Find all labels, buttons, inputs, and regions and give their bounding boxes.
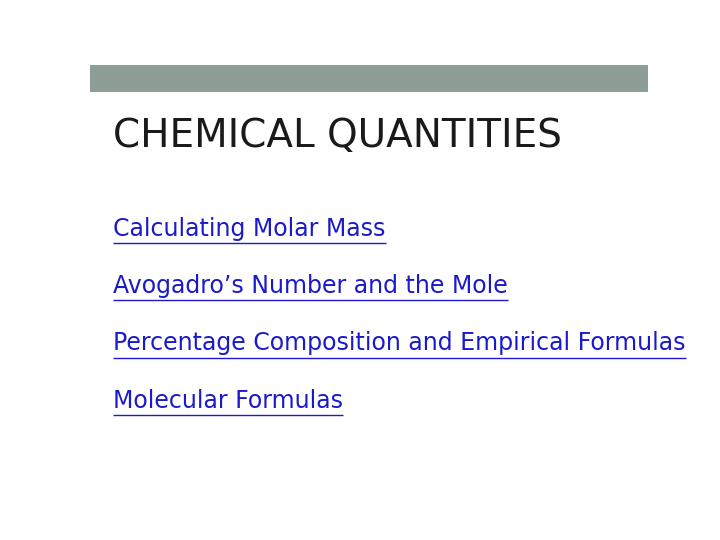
FancyBboxPatch shape (90, 65, 648, 92)
Text: Percentage Composition and Empirical Formulas: Percentage Composition and Empirical For… (114, 332, 686, 355)
Text: Avogadro’s Number and the Mole: Avogadro’s Number and the Mole (114, 274, 508, 298)
Text: Molecular Formulas: Molecular Formulas (114, 389, 343, 413)
Text: Calculating Molar Mass: Calculating Molar Mass (114, 217, 386, 240)
Text: CHEMICAL QUANTITIES: CHEMICAL QUANTITIES (114, 117, 562, 155)
